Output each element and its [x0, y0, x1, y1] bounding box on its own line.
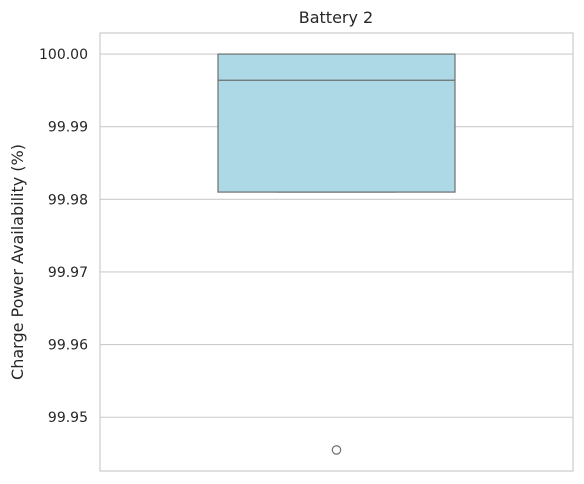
y-tick-label: 99.96: [48, 338, 88, 354]
iqr-box: [217, 53, 456, 193]
plot-frame: [99, 32, 574, 472]
outlier-point: [331, 445, 342, 455]
box-group: [217, 53, 456, 455]
y-tick-label: 99.97: [48, 265, 88, 281]
chart-title: Battery 2: [299, 8, 373, 27]
y-axis-ticks: 99.95 99.96 99.97 99.98 99.99 100.00: [39, 47, 88, 426]
y-tick-label: 100.00: [39, 47, 88, 63]
y-axis-label: Charge Power Availability (%): [8, 144, 27, 380]
y-tick-label: 99.99: [48, 120, 88, 136]
y-tick-label: 99.95: [48, 410, 88, 426]
y-tick-label: 99.98: [48, 192, 88, 208]
